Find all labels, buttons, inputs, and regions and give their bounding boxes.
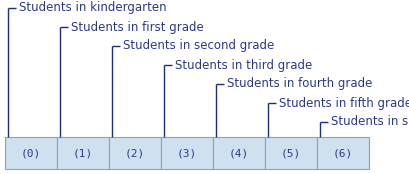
Text: (5): (5)	[280, 148, 300, 158]
Bar	[109, 137, 161, 169]
Text: (6): (6)	[332, 148, 352, 158]
Text: Students in kindergarten: Students in kindergarten	[19, 2, 166, 14]
Text: (0): (0)	[21, 148, 41, 158]
Text: Students in fifth grade: Students in fifth grade	[278, 97, 409, 109]
Bar	[316, 137, 368, 169]
Text: Students in first grade: Students in first grade	[71, 21, 203, 34]
Text: Students in sixth grade: Students in sixth grade	[330, 116, 409, 129]
Text: (1): (1)	[73, 148, 93, 158]
Bar	[5, 137, 57, 169]
Bar	[161, 137, 213, 169]
Text: Students in fourth grade: Students in fourth grade	[227, 77, 371, 90]
Text: (3): (3)	[176, 148, 197, 158]
Text: (2): (2)	[125, 148, 145, 158]
Text: Students in third grade: Students in third grade	[175, 58, 312, 72]
Text: Students in second grade: Students in second grade	[123, 39, 274, 53]
Bar	[213, 137, 264, 169]
Text: (4): (4)	[228, 148, 249, 158]
Bar	[264, 137, 316, 169]
Bar	[57, 137, 109, 169]
